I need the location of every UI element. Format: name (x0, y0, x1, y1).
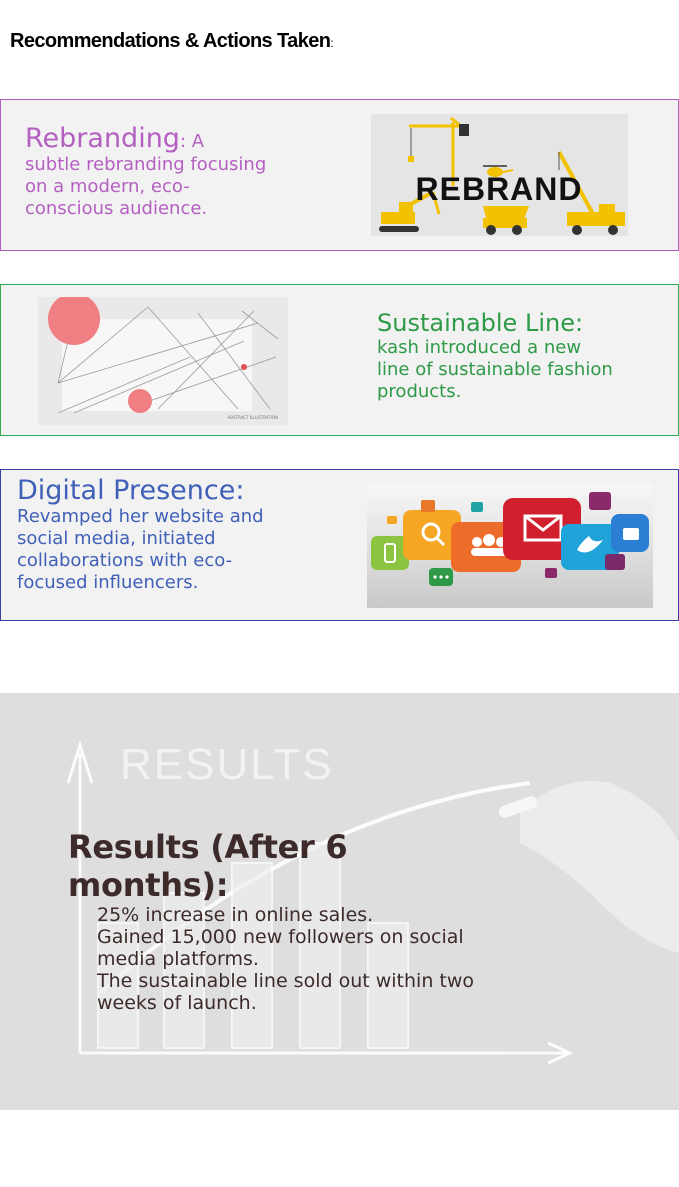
digital-presence-body: Revamped her website and social media, i… (17, 506, 264, 593)
sustainable-line-text: Sustainable Line: kash introduced a new … (377, 309, 617, 403)
mobile-crane-icon (557, 151, 595, 215)
results-item: Gained 15,000 new followers on social me… (97, 926, 464, 970)
phone-bubble-icon (371, 536, 409, 570)
dump-truck-icon (483, 206, 529, 235)
excavator-icon (379, 190, 441, 232)
search-bubble-icon (403, 510, 461, 560)
results-bg-label: RESULTS (120, 740, 334, 789)
rebranding-inline: : A (179, 131, 205, 152)
small-bubble-icon (471, 502, 483, 512)
twitter-bubble-icon (561, 524, 619, 570)
abstract-illustration-caption: ABSTRACT ILLUSTRATION (228, 415, 278, 420)
results-item: 25% increase in online sales. (97, 904, 374, 926)
digital-presence-title: Digital Presence: (17, 475, 245, 506)
page-title-text: Recommendations & Actions Taken (10, 30, 331, 52)
chat-bubble-icon (429, 568, 453, 586)
results-chart-background: RESULTS (0, 693, 679, 1110)
small-bubble-icon (605, 554, 625, 570)
rebrand-image-text: REBRAND (416, 171, 583, 207)
small-bubble-icon (387, 516, 397, 524)
results-section: RESULTS Results (After 6 months): 25% in… (0, 693, 679, 1110)
results-list: 25% increase in online sales. Gained 15,… (68, 904, 488, 1014)
rebranding-title: Rebranding (25, 123, 180, 154)
results-text: Results (After 6 months): 25% increase i… (68, 828, 488, 1014)
rebranding-text: Rebranding: A subtle rebranding focusing… (25, 124, 275, 220)
social-media-bubbles-illustration (367, 484, 653, 608)
sustainable-line-card: ABSTRACT ILLUSTRATION Sustainable Line: … (0, 284, 679, 436)
small-bubble-icon (421, 500, 435, 512)
small-bubble-icon (589, 492, 611, 510)
page-title-colon: : (330, 36, 334, 50)
sustainable-line-title: Sustainable Line: (377, 309, 584, 337)
results-title: Results (After 6 months): (68, 828, 348, 904)
abstract-illustration: ABSTRACT ILLUSTRATION (38, 297, 288, 425)
rebranding-card: Rebranding: A subtle rebranding focusing… (0, 99, 679, 251)
rebranding-body: subtle rebranding focusing on a modern, … (25, 154, 267, 219)
like-bubble-icon (611, 514, 649, 552)
digital-presence-card: Digital Presence: Revamped her website a… (0, 469, 679, 621)
digital-presence-text: Digital Presence: Revamped her website a… (17, 476, 267, 594)
hand-with-chalk-icon (498, 781, 679, 953)
sustainable-line-body: kash introduced a new line of sustainabl… (377, 337, 613, 402)
small-bubble-icon (545, 568, 557, 578)
results-item: The sustainable line sold out within two… (97, 970, 475, 1014)
rebrand-construction-illustration: REBRAND (371, 114, 628, 236)
page-title: Recommendations & Actions Taken: (10, 30, 334, 53)
helicopter-icon (483, 165, 514, 177)
